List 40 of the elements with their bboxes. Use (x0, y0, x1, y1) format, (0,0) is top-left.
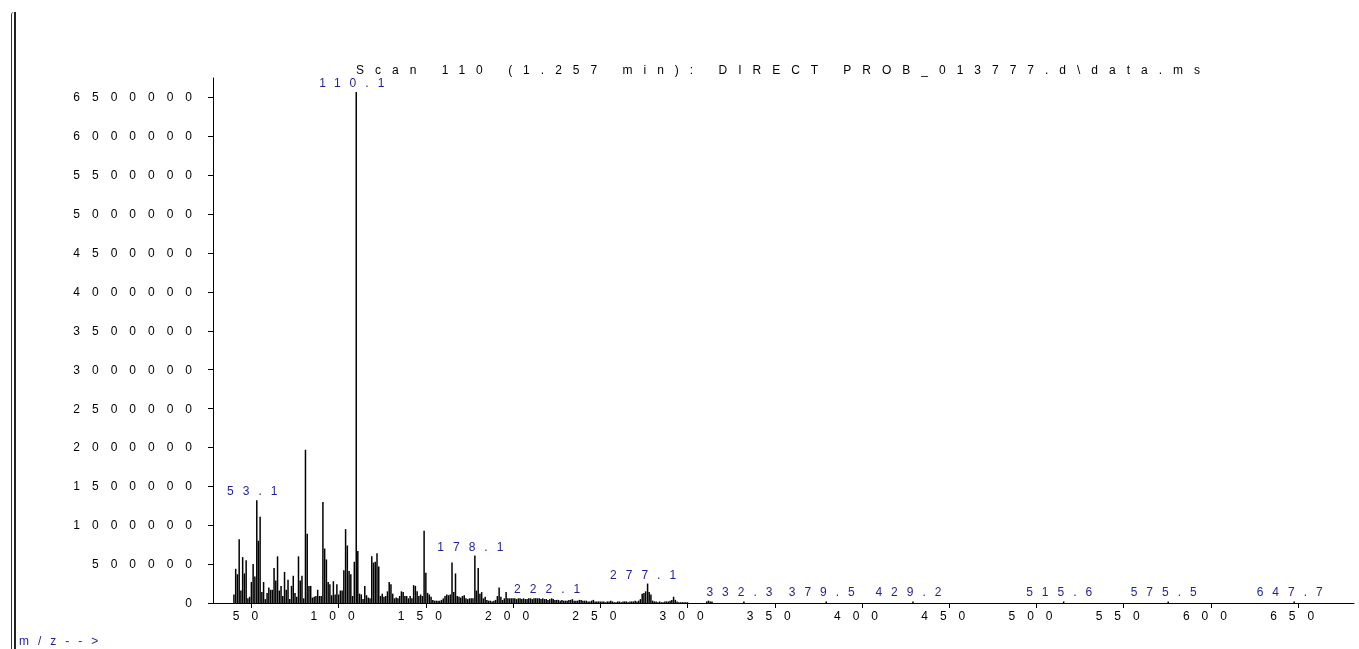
y-tick-label: 4500000 (73, 246, 204, 260)
y-tick-label: 4000000 (73, 284, 204, 299)
x-tick-label: 600 (1182, 609, 1239, 623)
x-tick-label: 100 (310, 609, 367, 623)
x-tick-label: 300 (659, 609, 716, 623)
annotation: 515.6 (1026, 585, 1102, 600)
x-tick-label: 400 (833, 609, 891, 623)
x-tick-label: 350 (746, 609, 803, 623)
y-tick-label: 1000000 (73, 518, 204, 533)
y-tick-label: 2500000 (73, 401, 204, 416)
y-tick-label: 3500000 (73, 323, 204, 338)
y-tick-label: 6000000 (73, 129, 204, 144)
y-tick-label: 500000 (91, 557, 204, 572)
x-tick-label: 250 (572, 609, 629, 623)
y-tick-label: 5500000 (73, 168, 204, 183)
x-tick-label: 50 (232, 609, 271, 623)
y-tick-label: 3000000 (73, 362, 204, 377)
annotation: 222.1 (514, 582, 590, 597)
y-tick-label: 6500000 (73, 90, 204, 105)
annotation: 575.5 (1130, 585, 1206, 600)
x-tick-label: 500 (1008, 609, 1065, 623)
x-tick-label: 200 (485, 609, 542, 623)
annotation: 647.7 (1256, 585, 1332, 600)
annotation: 110.1 (319, 76, 394, 90)
x-tick-label: 150 (397, 609, 454, 623)
x-axis-title: m/z--> (19, 634, 108, 648)
x-tick-label: 650 (1270, 609, 1327, 623)
x-tick-label: 450 (921, 609, 978, 623)
annotation: 178.1 (437, 539, 513, 554)
chart-title: Scan 110 (1.257 min): DIRECT PROB_013777.d\data.ms (355, 63, 1212, 77)
annotation: 379.5 (788, 585, 864, 600)
y-tick-label: 5000000 (73, 207, 204, 222)
annotation: 332.3 (706, 585, 782, 600)
y-tick-label: 1500000 (73, 479, 204, 494)
y-tick-label: 2000000 (73, 440, 204, 455)
y-tick-label: 0 (185, 596, 204, 610)
x-tick-label: 550 (1095, 609, 1152, 623)
annotation: 277.1 (610, 567, 686, 582)
annotation: 53.1 (227, 484, 287, 499)
annotation: 429.2 (875, 585, 951, 600)
